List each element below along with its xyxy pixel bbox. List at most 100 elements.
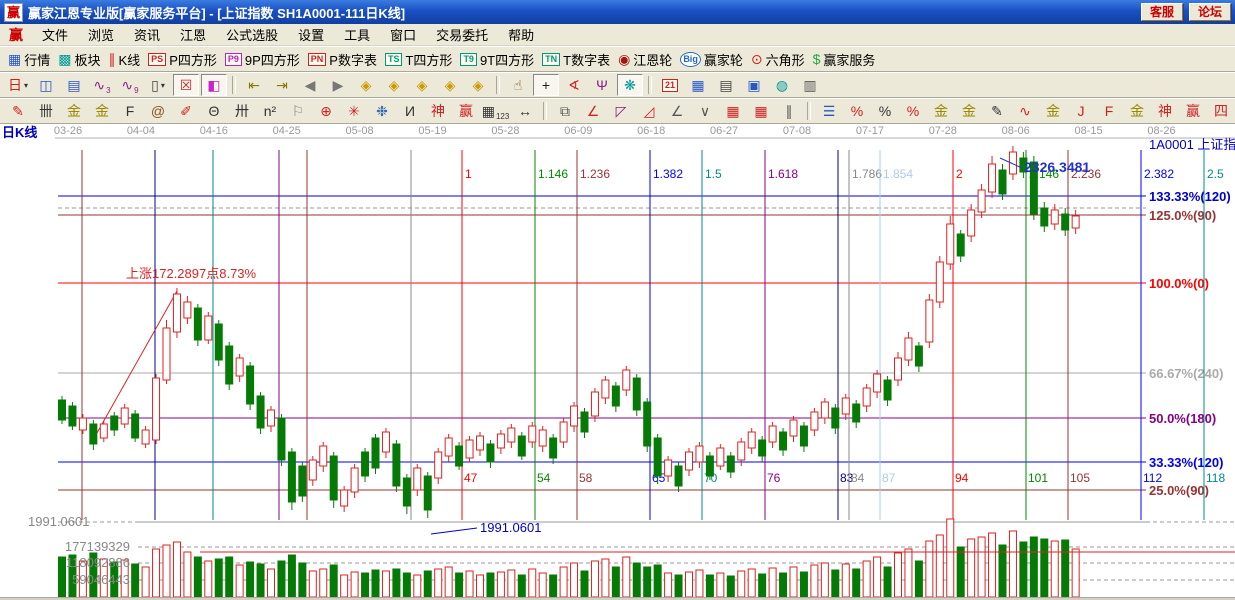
ying-angle-icon[interactable]: 赢	[1180, 100, 1206, 122]
volume-bar[interactable]	[967, 538, 976, 597]
volume-bar[interactable]	[914, 560, 923, 597]
candle[interactable]	[162, 327, 171, 381]
candle[interactable]	[350, 467, 359, 493]
volume-bar[interactable]	[820, 562, 829, 597]
candle[interactable]	[967, 209, 976, 237]
volume-bar[interactable]	[78, 560, 87, 597]
candle[interactable]	[601, 379, 610, 399]
volume-bar[interactable]	[58, 556, 66, 597]
candle[interactable]	[152, 377, 161, 441]
candle[interactable]	[444, 437, 453, 457]
volume-bar[interactable]	[935, 534, 944, 597]
ink-pen-icon[interactable]: ✎	[984, 100, 1010, 122]
candle[interactable]	[674, 465, 683, 487]
volume-bar[interactable]	[298, 562, 307, 597]
candle[interactable]	[841, 397, 850, 415]
volume-bar[interactable]	[737, 570, 746, 597]
candle[interactable]	[632, 377, 641, 411]
p-number-table-button[interactable]: PN P数字表	[305, 48, 380, 70]
gold-angle-icon[interactable]: 金	[1124, 100, 1150, 122]
candle[interactable]	[99, 423, 108, 439]
volume-bar[interactable]	[361, 572, 370, 597]
volume-bar[interactable]	[423, 570, 432, 597]
volume-bar[interactable]	[852, 568, 861, 597]
volume-bar[interactable]	[883, 566, 892, 597]
candle[interactable]	[214, 323, 223, 361]
marker-pen-icon[interactable]: ✐	[173, 100, 199, 122]
target-icon[interactable]: ⊕	[313, 100, 339, 122]
volume-bar[interactable]	[204, 560, 213, 597]
volume-bar[interactable]	[340, 574, 349, 597]
volume-bar[interactable]	[559, 566, 568, 597]
report-icon[interactable]: ▤	[61, 74, 87, 96]
candle[interactable]	[935, 261, 944, 303]
volume-bar[interactable]	[507, 569, 516, 597]
volume-bar[interactable]	[152, 548, 161, 597]
candle[interactable]	[1071, 215, 1080, 229]
candle[interactable]	[455, 445, 464, 467]
volume-bar[interactable]	[716, 572, 725, 597]
p-square-button[interactable]: PS P四方形	[145, 48, 220, 70]
candle[interactable]	[747, 431, 756, 449]
volume-bar[interactable]	[998, 544, 1007, 597]
gann-web-blue-icon[interactable]: ❉	[369, 100, 395, 122]
diamond-shrink-icon[interactable]: ◈	[437, 74, 463, 96]
gold-line2-icon[interactable]: 金	[1040, 100, 1066, 122]
candle[interactable]	[779, 431, 788, 451]
volume-bar[interactable]	[246, 561, 255, 597]
volume-bar[interactable]	[611, 566, 620, 597]
volume-bar[interactable]	[956, 546, 965, 597]
volume-bar[interactable]	[789, 566, 798, 597]
span-measure-icon[interactable]: ↔	[512, 100, 538, 122]
volume-bar[interactable]	[89, 552, 98, 597]
candle[interactable]	[988, 163, 997, 193]
candle[interactable]	[726, 455, 735, 473]
volume-bar[interactable]	[580, 570, 589, 597]
volume-bar[interactable]	[434, 568, 443, 597]
f-angle-icon[interactable]: F	[1096, 100, 1122, 122]
candle[interactable]	[570, 405, 579, 427]
shen-angle-icon[interactable]: 神	[1152, 100, 1178, 122]
n-square-icon[interactable]: n²	[257, 100, 283, 122]
candle[interactable]	[820, 401, 829, 419]
prev-bar-icon[interactable]: ◀	[297, 74, 323, 96]
volume-bar[interactable]	[601, 558, 610, 597]
candle[interactable]	[476, 435, 484, 451]
candle[interactable]	[1008, 151, 1017, 175]
menu-item-5[interactable]: 设置	[298, 28, 325, 43]
candle[interactable]	[413, 467, 422, 491]
volume-bar[interactable]	[894, 552, 902, 597]
percent-line-icon[interactable]: %	[900, 100, 926, 122]
volume-bar[interactable]	[444, 566, 453, 597]
ying-grid-icon[interactable]: 赢	[453, 100, 479, 122]
gold-section-icon[interactable]: 金	[61, 100, 87, 122]
candle[interactable]	[716, 447, 725, 467]
gold-section2-icon[interactable]: 金	[89, 100, 115, 122]
volume-bar[interactable]	[904, 548, 913, 597]
zigzag-icon[interactable]: ∨	[692, 100, 718, 122]
candle[interactable]	[1061, 213, 1070, 231]
candle[interactable]	[664, 459, 673, 477]
volume-bar[interactable]	[810, 564, 819, 597]
volume-bar[interactable]	[685, 571, 693, 597]
diamond-all-icon[interactable]: ◈	[465, 74, 491, 96]
volume-bar[interactable]	[350, 571, 359, 597]
volume-bar[interactable]	[988, 532, 997, 597]
volume-bar[interactable]	[225, 556, 234, 597]
candle[interactable]	[883, 379, 892, 401]
fan-red-icon[interactable]: ∠	[580, 100, 606, 122]
volume-bar[interactable]	[831, 569, 840, 597]
overview-icon[interactable]: ◫	[33, 74, 59, 96]
menu-item-8[interactable]: 交易委托	[436, 28, 489, 43]
candle[interactable]	[789, 419, 798, 437]
candle[interactable]	[120, 407, 129, 425]
candle[interactable]	[643, 401, 652, 447]
time-cycle-icon[interactable]: Θ	[201, 100, 227, 122]
candle[interactable]	[799, 425, 808, 447]
gold-line-icon[interactable]: 金	[956, 100, 982, 122]
volume-bar[interactable]	[287, 554, 296, 597]
candle[interactable]	[277, 417, 286, 461]
candle[interactable]	[705, 455, 714, 477]
volume-bar[interactable]	[256, 563, 265, 597]
pattern-tool-icon[interactable]: ❋	[617, 74, 644, 96]
